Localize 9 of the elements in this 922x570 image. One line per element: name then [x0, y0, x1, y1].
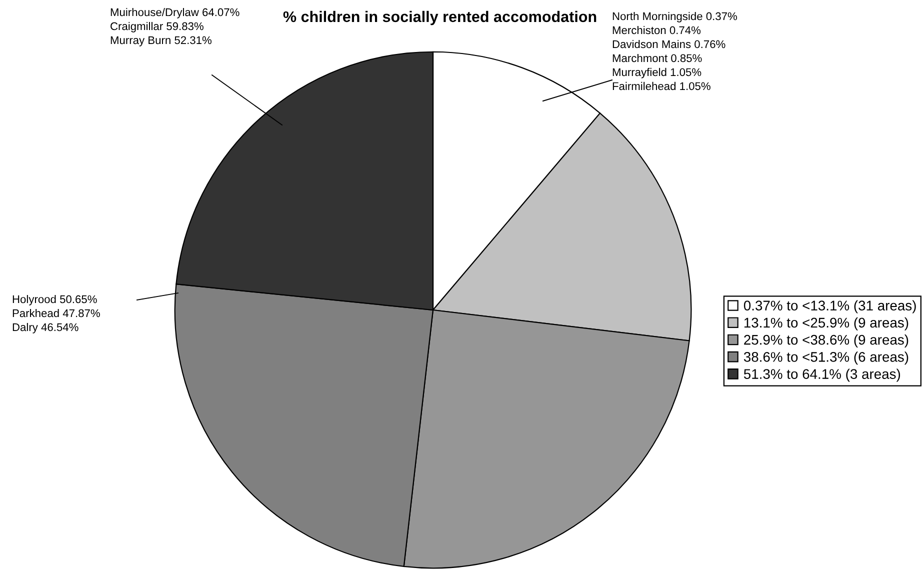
- legend-label: 25.9% to <38.6% (9 areas): [744, 334, 908, 348]
- legend-label: 0.37% to <13.1% (31 areas): [744, 300, 916, 314]
- text: Holyrood 50.65% Parkhead 47.87% Dalry 46.54%: [12, 295, 100, 334]
- legend-label: 13.1% to <25.9% (9 areas): [744, 317, 908, 330]
- text: Muirhouse/Drylaw 64.07% Craigmillar 59.83% Murray Burn 52.31%: [110, 8, 240, 46]
- chart-title: % children in socially rented accomodation: [283, 10, 596, 26]
- legend-label: 38.6% to <51.3% (6 areas): [744, 352, 908, 365]
- legend-label: 51.3% to 64.1% (3 areas): [744, 368, 900, 382]
- text: North Morningside 0.37% Merchiston 0.74% Davidson Mains 0.76% Marchmont 0.85% Murrayfield 1.05% Fairmilehead 1.05%: [612, 12, 737, 90]
